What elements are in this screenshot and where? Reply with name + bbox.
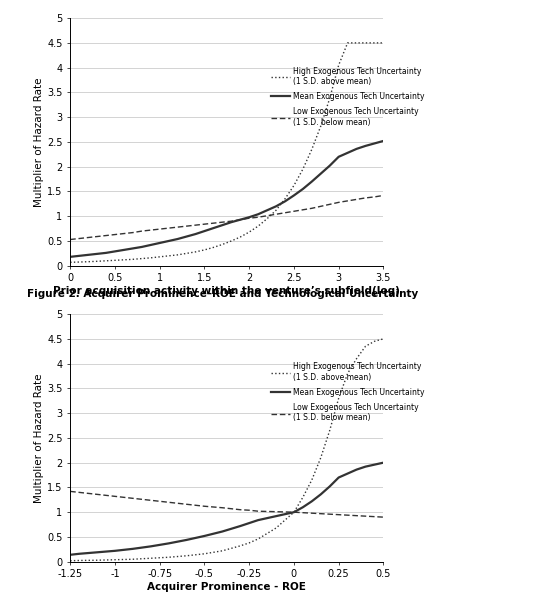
Y-axis label: Multiplier of Hazard Rate: Multiplier of Hazard Rate [34,77,44,207]
Legend: High Exogenous Tech Uncertainty
(1 S.D. above mean), Mean Exogenous Tech Uncerta: High Exogenous Tech Uncertainty (1 S.D. … [271,362,425,422]
Text: Figure 2. Acquirer Prominence–ROE and Technological Uncertainty: Figure 2. Acquirer Prominence–ROE and Te… [27,289,418,299]
X-axis label: Prior acquisition activity within the venture’s subfield(log): Prior acquisition activity within the ve… [53,286,400,296]
Legend: High Exogenous Tech Uncertainty
(1 S.D. above mean), Mean Exogenous Tech Uncerta: High Exogenous Tech Uncertainty (1 S.D. … [271,66,425,126]
X-axis label: Acquirer Prominence - ROE: Acquirer Prominence - ROE [147,582,306,592]
Y-axis label: Multiplier of Hazard Rate: Multiplier of Hazard Rate [34,373,44,503]
